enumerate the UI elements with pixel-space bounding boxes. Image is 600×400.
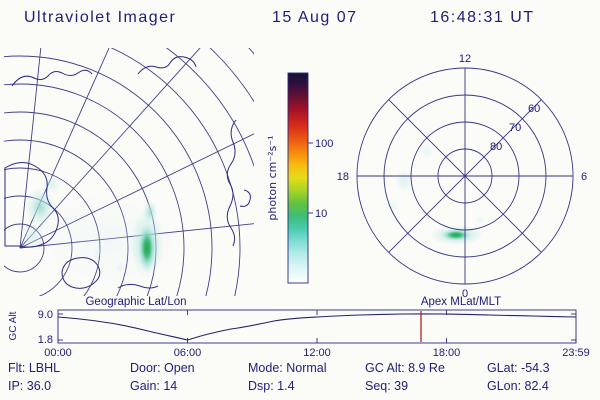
ytick-1-8: 1.8 <box>38 334 53 346</box>
polar-plot-panel: 12 18 6 0 60 70 80 <box>337 53 587 300</box>
strip-chart-ticks <box>57 310 577 343</box>
status-glat: GLat: -54.3 <box>487 361 550 375</box>
orbit-altitude-curve <box>57 313 577 341</box>
xtick-1200: 12:00 <box>303 347 331 359</box>
colorbar-units-label: photon cm⁻²s⁻¹ <box>266 135 279 220</box>
title-date: 15 Aug 07 <box>272 9 358 26</box>
gc-alt-strip-chart: GC Alt 9.0 1.8 00:00 06:00 12:00 18:00 2… <box>8 309 590 359</box>
mlt-6-label: 6 <box>581 171 587 183</box>
app-title: Ultraviolet Imager <box>24 9 176 26</box>
colorbar-tick-10: 10 <box>315 208 327 220</box>
status-readout: Flt: LBHL Door: Open Mode: Normal GC Alt… <box>8 361 550 393</box>
colorbar-frame <box>287 72 309 284</box>
colorbar-gradient <box>288 73 308 283</box>
coastlines <box>4 56 251 289</box>
mlat-70-label: 70 <box>509 122 521 134</box>
mlt-12-label: 12 <box>459 53 471 65</box>
status-gc-alt: GC Alt: 8.9 Re <box>365 361 445 375</box>
status-dsp: Dsp: 1.4 <box>248 379 295 393</box>
ytick-9-0: 9.0 <box>38 309 53 321</box>
strip-chart-ylabel: GC Alt <box>8 311 19 340</box>
status-gain: Gain: 14 <box>130 379 177 393</box>
xtick-2359: 23:59 <box>562 347 590 359</box>
polar-grid <box>356 67 574 285</box>
status-mode: Mode: Normal <box>248 361 327 375</box>
xtick-0600: 06:00 <box>174 347 202 359</box>
status-flt: Flt: LBHL <box>8 361 60 375</box>
title-time: 16:48:31 UT <box>430 9 535 26</box>
geographic-map-panel <box>4 48 254 296</box>
colorbar-tick-100: 100 <box>315 138 333 150</box>
polar-panel-caption: Apex MLat/MLT <box>421 296 501 308</box>
mlt-18-label: 18 <box>337 171 349 183</box>
status-ip: IP: 36.0 <box>8 379 51 393</box>
mlat-60-label: 60 <box>528 103 540 115</box>
status-glon: GLon: 82.4 <box>487 379 549 393</box>
geo-panel-caption: Geographic Lat/Lon <box>85 296 186 308</box>
aurora-emission-geo <box>22 174 185 288</box>
status-door: Door: Open <box>130 361 195 375</box>
xtick-0000: 00:00 <box>44 347 72 359</box>
colorbar: 100 10 photon cm⁻²s⁻¹ <box>266 72 333 284</box>
xtick-1800: 18:00 <box>433 347 461 359</box>
mlt-0-label: 0 <box>462 288 468 300</box>
status-seq: Seq: 39 <box>365 379 408 393</box>
mlat-80-label: 80 <box>490 141 502 153</box>
